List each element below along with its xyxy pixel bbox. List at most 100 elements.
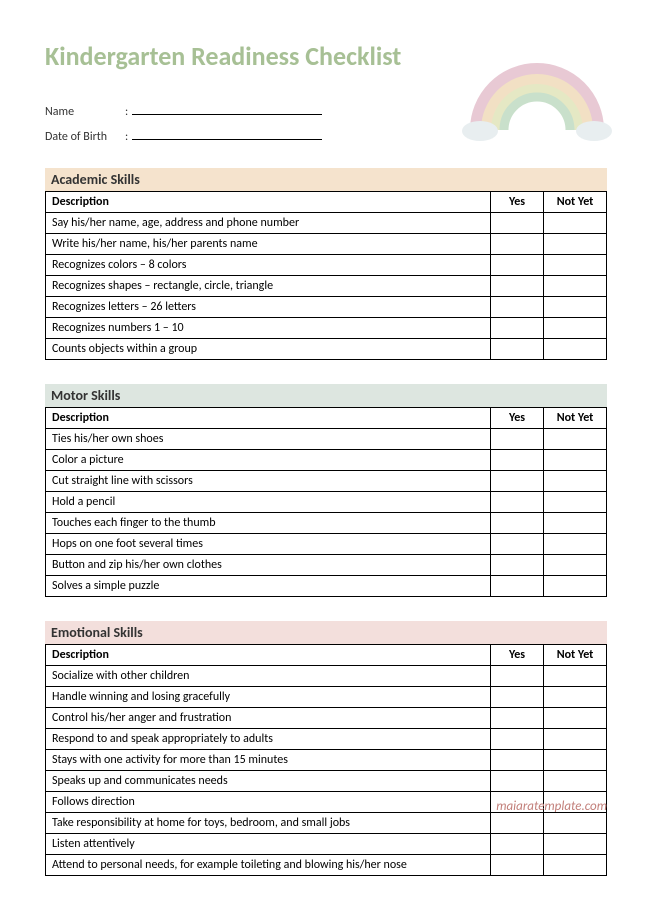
yes-cell[interactable]: [491, 255, 544, 276]
yes-cell[interactable]: [491, 339, 544, 360]
item-description: Control his/her anger and frustration: [46, 708, 491, 729]
yes-cell[interactable]: [491, 666, 544, 687]
item-description: Recognizes colors – 8 colors: [46, 255, 491, 276]
not-yet-cell[interactable]: [544, 855, 607, 876]
table-row: Handle winning and losing gracefully: [46, 687, 607, 708]
name-label: Name: [45, 105, 125, 119]
yes-cell[interactable]: [491, 708, 544, 729]
item-description: Recognizes numbers 1 – 10: [46, 318, 491, 339]
section-title: Motor Skills: [45, 384, 607, 407]
not-yet-cell[interactable]: [544, 750, 607, 771]
not-yet-cell[interactable]: [544, 492, 607, 513]
not-yet-cell[interactable]: [544, 318, 607, 339]
yes-cell[interactable]: [491, 297, 544, 318]
item-description: Socialize with other children: [46, 666, 491, 687]
table-row: Recognizes numbers 1 – 10: [46, 318, 607, 339]
section-title: Emotional Skills: [45, 621, 607, 644]
yes-cell[interactable]: [491, 771, 544, 792]
rainbow-decoration: [462, 55, 612, 145]
not-yet-cell[interactable]: [544, 471, 607, 492]
not-yet-cell[interactable]: [544, 666, 607, 687]
item-description: Follows direction: [46, 792, 491, 813]
yes-cell[interactable]: [491, 513, 544, 534]
dob-label: Date of Birth: [45, 130, 125, 144]
not-yet-cell[interactable]: [544, 234, 607, 255]
yes-cell[interactable]: [491, 213, 544, 234]
yes-cell[interactable]: [491, 687, 544, 708]
table-row: Write his/her name, his/her parents name: [46, 234, 607, 255]
not-yet-cell[interactable]: [544, 555, 607, 576]
not-yet-cell[interactable]: [544, 276, 607, 297]
table-row: Listen attentively: [46, 834, 607, 855]
not-yet-cell[interactable]: [544, 708, 607, 729]
checklist-table: DescriptionYesNot YetSocialize with othe…: [45, 644, 607, 876]
yes-cell[interactable]: [491, 729, 544, 750]
item-description: Write his/her name, his/her parents name: [46, 234, 491, 255]
yes-cell[interactable]: [491, 318, 544, 339]
table-row: Color a picture: [46, 450, 607, 471]
table-row: Respond to and speak appropriately to ad…: [46, 729, 607, 750]
item-description: Attend to personal needs, for example to…: [46, 855, 491, 876]
table-row: Speaks up and communicates needs: [46, 771, 607, 792]
table-row: Cut straight line with scissors: [46, 471, 607, 492]
yes-cell[interactable]: [491, 834, 544, 855]
not-yet-cell[interactable]: [544, 729, 607, 750]
table-row: Recognizes shapes – rectangle, circle, t…: [46, 276, 607, 297]
not-yet-cell[interactable]: [544, 513, 607, 534]
item-description: Hold a pencil: [46, 492, 491, 513]
item-description: Stays with one activity for more than 15…: [46, 750, 491, 771]
section-emotional-skills: Emotional SkillsDescriptionYesNot YetSoc…: [45, 621, 607, 876]
not-yet-cell[interactable]: [544, 450, 607, 471]
item-description: Take responsibility at home for toys, be…: [46, 813, 491, 834]
yes-cell[interactable]: [491, 234, 544, 255]
not-yet-cell[interactable]: [544, 834, 607, 855]
yes-cell[interactable]: [491, 276, 544, 297]
item-description: Say his/her name, age, address and phone…: [46, 213, 491, 234]
yes-cell[interactable]: [491, 750, 544, 771]
item-description: Solves a simple puzzle: [46, 576, 491, 597]
table-row: Socialize with other children: [46, 666, 607, 687]
table-row: Recognizes colors – 8 colors: [46, 255, 607, 276]
colon: :: [125, 130, 128, 144]
table-row: Ties his/her own shoes: [46, 429, 607, 450]
col-not-yet: Not Yet: [544, 192, 607, 213]
col-not-yet: Not Yet: [544, 408, 607, 429]
yes-cell[interactable]: [491, 471, 544, 492]
item-description: Ties his/her own shoes: [46, 429, 491, 450]
item-description: Cut straight line with scissors: [46, 471, 491, 492]
not-yet-cell[interactable]: [544, 297, 607, 318]
not-yet-cell[interactable]: [544, 687, 607, 708]
yes-cell[interactable]: [491, 813, 544, 834]
name-input-line[interactable]: [132, 100, 322, 115]
table-row: Solves a simple puzzle: [46, 576, 607, 597]
not-yet-cell[interactable]: [544, 339, 607, 360]
table-row: Touches each finger to the thumb: [46, 513, 607, 534]
col-yes: Yes: [491, 645, 544, 666]
yes-cell[interactable]: [491, 855, 544, 876]
checklist-table: DescriptionYesNot YetSay his/her name, a…: [45, 191, 607, 360]
table-row: Hold a pencil: [46, 492, 607, 513]
table-row: Button and zip his/her own clothes: [46, 555, 607, 576]
not-yet-cell[interactable]: [544, 429, 607, 450]
item-description: Button and zip his/her own clothes: [46, 555, 491, 576]
not-yet-cell[interactable]: [544, 771, 607, 792]
not-yet-cell[interactable]: [544, 255, 607, 276]
not-yet-cell[interactable]: [544, 576, 607, 597]
table-row: Recognizes letters – 26 letters: [46, 297, 607, 318]
yes-cell[interactable]: [491, 534, 544, 555]
yes-cell[interactable]: [491, 450, 544, 471]
dob-input-line[interactable]: [132, 125, 322, 140]
table-row: Take responsibility at home for toys, be…: [46, 813, 607, 834]
not-yet-cell[interactable]: [544, 534, 607, 555]
item-description: Counts objects within a group: [46, 339, 491, 360]
yes-cell[interactable]: [491, 492, 544, 513]
section-title: Academic Skills: [45, 168, 607, 191]
col-description: Description: [46, 645, 491, 666]
not-yet-cell[interactable]: [544, 813, 607, 834]
yes-cell[interactable]: [491, 555, 544, 576]
not-yet-cell[interactable]: [544, 213, 607, 234]
yes-cell[interactable]: [491, 576, 544, 597]
item-description: Hops on one foot several times: [46, 534, 491, 555]
yes-cell[interactable]: [491, 429, 544, 450]
footer-credit: maiaratemplate.com: [496, 799, 607, 814]
